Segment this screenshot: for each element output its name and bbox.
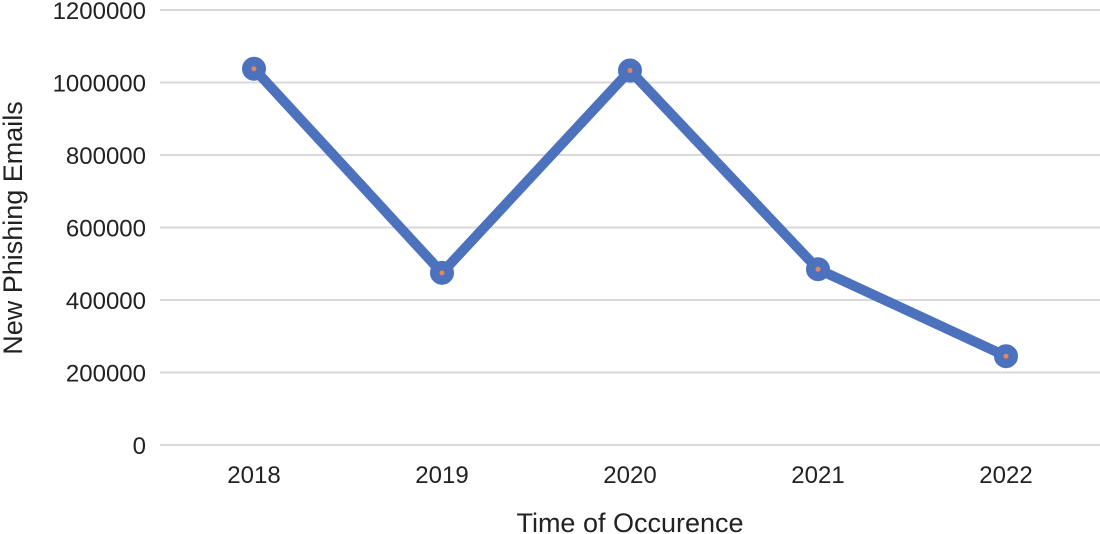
data-point-2022 — [994, 344, 1018, 369]
y-tick-label: 0 — [133, 433, 146, 460]
data-point-2018 — [242, 56, 266, 81]
data-point-center — [627, 68, 633, 74]
data-point-center — [439, 270, 445, 276]
data-point-center — [1003, 353, 1009, 359]
y-tick-label: 800000 — [66, 143, 146, 170]
x-tick-label: 2020 — [603, 462, 656, 489]
y-axis-title: New Phishing Emails — [0, 101, 28, 355]
data-point-2021 — [806, 257, 830, 282]
x-tick-label: 2018 — [227, 462, 280, 489]
y-axis-tick-labels: 0 200000 400000 600000 800000 1000000 1200000 — [53, 0, 146, 460]
data-point-2019 — [430, 260, 454, 285]
x-axis-title: Time of Occurence — [516, 508, 743, 534]
data-point-2020 — [618, 58, 642, 83]
y-tick-label: 1200000 — [53, 0, 146, 25]
x-tick-label: 2021 — [791, 462, 844, 489]
data-point-center — [815, 266, 821, 272]
x-axis-tick-labels: 2018 2019 2020 2021 2022 — [227, 462, 1032, 489]
series-line — [249, 63, 1011, 362]
x-tick-label: 2019 — [415, 462, 468, 489]
y-tick-label: 400000 — [66, 288, 146, 315]
data-point-center — [251, 66, 257, 72]
y-tick-label: 1000000 — [53, 71, 146, 98]
series-layer — [242, 56, 1018, 369]
y-tick-label: 600000 — [66, 216, 146, 243]
y-tick-label: 200000 — [66, 361, 146, 388]
x-tick-label: 2022 — [979, 462, 1032, 489]
